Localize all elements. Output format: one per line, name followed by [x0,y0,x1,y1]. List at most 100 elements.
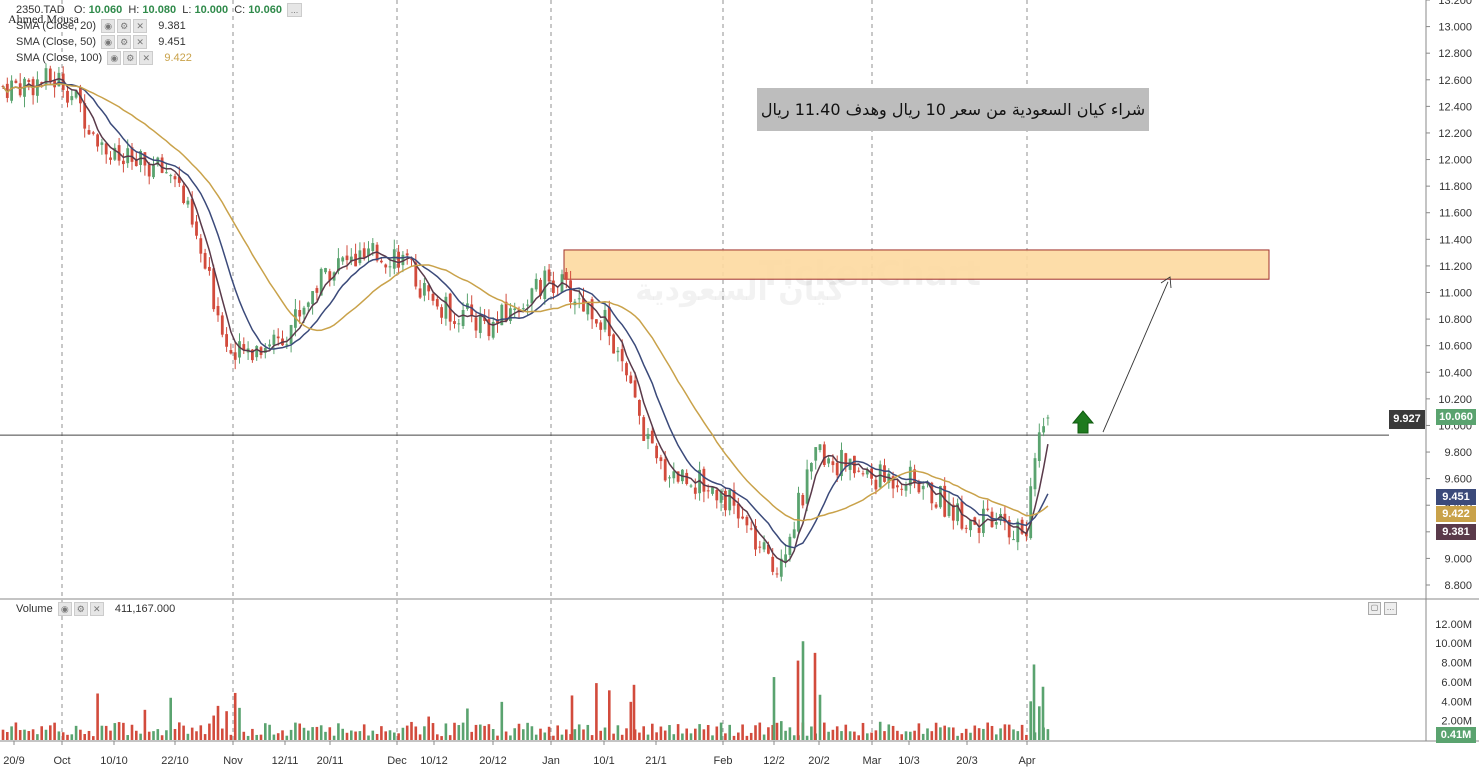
gear-icon[interactable]: ⚙ [117,19,132,33]
time-tick-label: 20/12 [479,755,507,767]
volume-bar [517,723,521,740]
candle-body [1042,426,1045,433]
candle-body [956,503,959,522]
author-label: Ahmed Mousa [8,12,79,26]
candle-body [775,573,779,575]
candle-body [603,309,607,330]
candle-body [220,315,224,335]
candle-body [319,268,323,296]
candle-body [431,293,435,301]
candle-body [242,344,246,351]
volume-bar [891,725,895,740]
volume-bar [672,734,676,740]
candle-body [1007,520,1011,538]
volume-bar [792,735,796,740]
maximize-icon[interactable]: ▢ [1368,602,1381,615]
candle-body [397,251,400,268]
candle-body [1046,417,1050,419]
candle-body [719,490,723,503]
volume-bar [543,732,547,740]
candle-body [109,157,112,160]
time-tick-label: 12/2 [763,755,784,767]
candle-body [27,79,31,82]
candle-body [650,430,654,444]
volume-bar [212,715,215,740]
volume-bar [178,722,181,740]
high-value: 10.080 [142,3,177,16]
close-icon[interactable]: ✕ [89,602,104,616]
candle-body [896,485,899,488]
volume-bar [96,693,99,740]
more-icon[interactable]: ... [287,3,303,17]
candle-body [526,304,529,306]
candle-body [104,143,108,155]
grid-lines [0,0,1479,742]
candle-body [177,176,181,183]
candle-body [203,252,207,269]
candle-body [642,417,646,441]
target-arrow-head [1160,276,1172,289]
volume-legend: Volume ◉ ⚙ ✕ 411,167.000 [16,602,175,616]
volume-bar [565,729,568,740]
candle-body [547,269,551,282]
candle-body [994,522,998,525]
time-axis[interactable]: 20/9 Oct 10/10 22/10 Nov 12/11 20/11 Dec 10/12 20… [3,741,1036,767]
volume-bar [311,727,314,740]
gear-icon[interactable]: ⚙ [73,602,88,616]
gear-icon[interactable]: ⚙ [117,35,132,49]
candle-body [122,160,125,165]
volume-bar [302,727,306,740]
candle-body [380,260,383,263]
symbol-label[interactable]: 2350.TAD [16,3,65,16]
volume-bar [813,652,817,740]
volume-bar [956,735,959,740]
volume-bar [526,722,529,740]
volume-tag: 0.41M [1436,727,1476,743]
close-icon[interactable]: ✕ [133,35,148,49]
candle-body [173,176,177,180]
candle-body [392,249,396,269]
close-icon[interactable]: ✕ [139,51,154,65]
time-tick-label: 10/10 [100,755,128,767]
volume-bar [380,726,383,740]
sma100-tag: 9.422 [1436,506,1476,522]
volume-bar [474,724,478,740]
volume-bar [147,731,151,740]
volume-bar [694,728,697,740]
volume-bar [995,734,998,740]
candle-body [762,542,766,550]
candle-body [444,296,448,319]
volume-bar [289,729,293,740]
eye-icon[interactable]: ◉ [57,602,72,616]
volume-bar [552,735,555,740]
volume-bar [461,722,465,740]
candle-body [1020,519,1024,534]
volume-bar [964,728,968,740]
candle-body [814,447,818,461]
eye-icon[interactable]: ◉ [107,51,122,65]
gear-icon[interactable]: ⚙ [123,51,138,65]
volume-bar [1041,686,1045,740]
volume-bar [229,734,233,740]
close-icon[interactable]: ✕ [133,19,148,33]
more-icon[interactable]: … [1384,602,1397,615]
volume-bar [440,736,443,740]
price-tick-label: 12.800 [1438,48,1472,60]
volume-bar [848,731,852,740]
eye-icon[interactable]: ◉ [101,19,116,33]
volume-bar [156,729,160,740]
candle-body [160,157,164,173]
volume-bar [573,729,577,740]
candle-body [943,485,947,517]
price-tick-label: 12.600 [1438,75,1472,87]
last-price-tag: 10.060 [1436,409,1476,425]
sma100-line [2,83,1049,522]
trade-annotation[interactable]: شراء كيان السعودية من سعر 10 ريال وهدف 1… [757,88,1149,131]
volume-bar [190,727,194,740]
candle-body [504,301,508,322]
volume-bar [728,724,731,740]
candle-body [784,554,787,562]
volume-bar [233,692,237,740]
eye-icon[interactable]: ◉ [101,35,116,49]
